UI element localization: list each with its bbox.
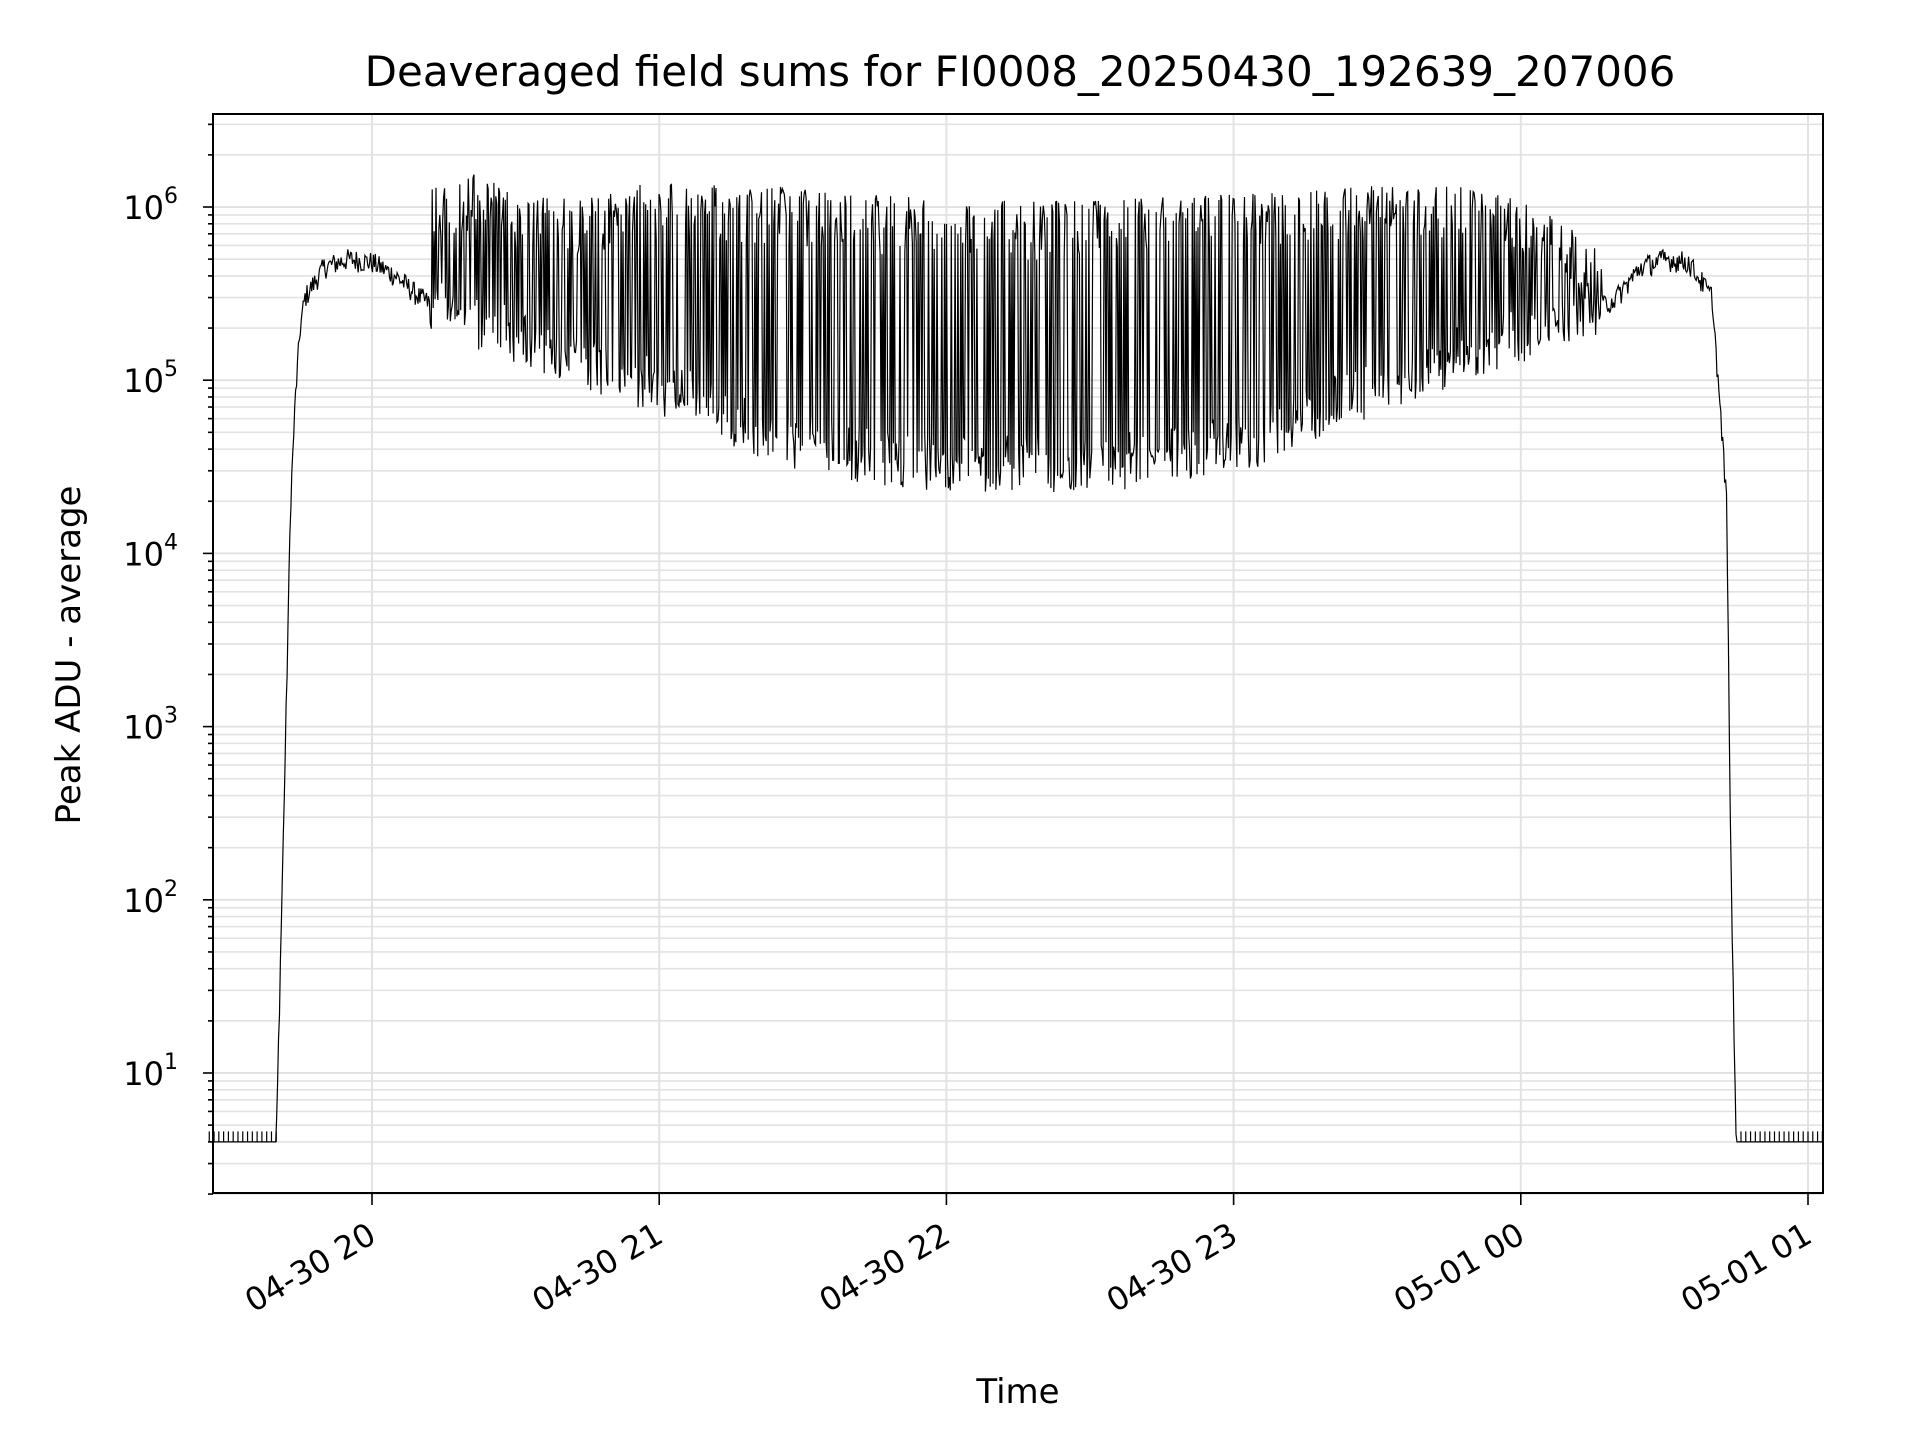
- y-tick-label: 101: [123, 1050, 178, 1093]
- y-tick-label: 104: [123, 530, 178, 573]
- x-axis-label: Time: [975, 1372, 1059, 1412]
- data-series: [208, 174, 1823, 1143]
- plot-frame: [212, 113, 1824, 1194]
- y-tick-label: 102: [123, 877, 178, 920]
- y-tick-label: 105: [123, 357, 178, 400]
- y-tick-label: 106: [123, 184, 178, 227]
- chart-title: Deaveraged field sums for FI0008_2025043…: [365, 47, 1676, 96]
- series-line: [209, 174, 1823, 1143]
- y-tick-label: 103: [123, 704, 178, 747]
- y-axis-label: Peak ADU - average: [49, 486, 89, 825]
